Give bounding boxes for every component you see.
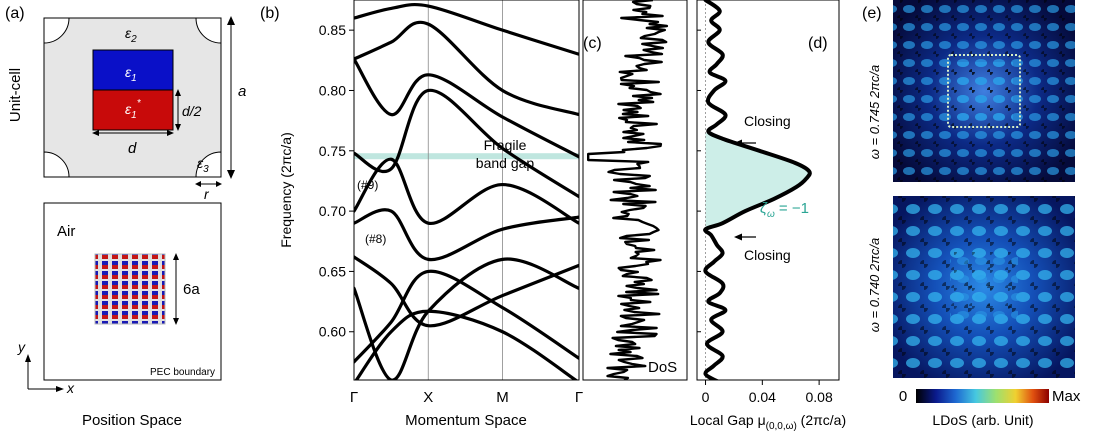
crystal-array [94,253,166,325]
panel-c: (c) DoS [582,0,688,381]
band-symmetry-lines [427,0,503,380]
dim-6a-label: 6a [183,281,200,298]
pec-boundary-label: PEC boundary [150,367,215,378]
unit-cell-diagram: ε2 ε1 ε1* ε3 a d/2 d r [43,16,246,202]
panel-a-label: (a) [5,5,25,22]
dim-r-arrows [195,181,222,187]
unit-cell-label: Unit-cell [7,68,24,122]
crystal-outline-top [947,54,1021,128]
axes-indicator: y x [17,339,75,396]
fragile-gap-band [354,153,579,160]
eps1-label: ε1 [125,64,137,84]
ldos-map-bottom [893,196,1075,378]
band-line [354,88,579,199]
axis-y-label: y [17,339,26,355]
dos-frame [582,0,688,381]
band-line [354,2,579,56]
dos-label: DoS [648,359,677,376]
corner-rod-top-left [43,17,70,44]
band-line [354,255,579,328]
band-line [354,157,579,225]
band-ylabel: Frequency (2πc/a) [278,132,294,247]
band-y-tick-label: 0.80 [319,82,346,98]
band-x-tick-label: Γ [350,389,358,406]
band-y-tick-label: 0.85 [319,22,346,38]
ldos-top-ylabel: ω = 0.745 2πc/a [867,65,882,159]
zeta-label: ζω = −1 [760,200,809,220]
local-gap-line [703,0,812,380]
dim-a-label: a [238,83,246,100]
local-gap-xlabel: Local Gap μ(0,0,ω) (2πc/a) [690,412,846,432]
band-line [354,57,579,159]
panel-b-label: (b) [260,5,280,22]
gap-frame [696,0,840,381]
local-gap-curve [703,0,812,380]
momentum-space-caption: Momentum Space [405,412,527,429]
panel-b: (b) Frequency (2πc/a) 0.600.650.700.750.… [260,0,583,429]
panel-e: (e) ω = 0.745 2πc/a ω = 0.740 2πc/a 0 Ma… [862,0,1081,428]
band-y-tick-label: 0.65 [319,263,346,279]
dim-r-label: r [204,186,210,202]
ldos-colorbar [916,389,1049,403]
dos-curve [587,0,669,380]
band-x-tick-label: Γ [575,389,583,406]
band-x-tick-label: X [423,389,433,406]
axis-x-label: x [66,380,75,396]
panel-e-label: (e) [862,5,882,22]
band-line [354,309,579,380]
fragile-gap-label-1: Fragile [484,137,527,153]
panel-d-label: (d) [808,35,828,52]
ldos-bottom-ylabel: ω = 0.740 2πc/a [867,238,882,332]
dim-d-half-label: d/2 [182,103,202,119]
eps1-star-label: ε1* [125,98,142,121]
band-8-label: (#8) [365,232,386,246]
colorbar-min-label: 0 [899,388,907,405]
gap-x-tick-label: 0.08 [805,389,832,405]
dim-d-label: d [128,140,137,157]
closing-top-label: Closing [744,113,791,129]
dos-line [587,0,669,380]
band-9-label: (#9) [357,178,378,192]
band-structure [354,2,579,380]
band-frame [353,0,580,381]
band-line [354,208,579,262]
position-space-caption: Position Space [82,412,182,429]
air-label: Air [57,223,75,240]
colorbar-max-label: Max [1052,388,1081,405]
band-y-tick-label: 0.75 [319,143,346,159]
band-y-tick-label: 0.70 [319,203,346,219]
corner-rod-bottom-right [195,151,222,178]
band-line [354,269,579,364]
ldos-caption: LDoS (arb. Unit) [932,412,1033,428]
position-space-diagram: Air 6a PEC boundary [43,202,222,381]
band-line [354,20,579,117]
closing-bottom-label: Closing [744,247,791,263]
eps1-block [92,49,174,91]
band-x-tick-label: M [496,389,509,406]
ldos-map-top [893,0,1075,182]
gap-y-ticks [697,29,701,333]
fragile-gap-label-2: band gap [476,155,535,171]
corner-rod-bottom-left [43,151,70,178]
gap-x-tick-label: 0.04 [749,389,776,405]
gap-x-tick-label: 0 [702,389,710,405]
band-y-tick-label: 0.60 [319,324,346,340]
corner-rod-top-right [195,17,222,44]
eps2-label: ε2 [125,25,137,45]
panel-d: 0 0.04 0.08 (d) Closing Closing ζω = −1 Lo… [690,0,846,432]
crystal-region-bottom [950,252,1018,320]
gap-shaded-region [705,132,810,230]
gap-x-ticks: 0 0.04 0.08 [702,380,833,405]
band-y-ticks: 0.60 0.65 0.70 0.75 0.80 0.85 [319,22,354,340]
panel-c-label: (c) [583,35,602,52]
eps1-star-block [92,89,174,131]
band-line [354,257,579,380]
panel-a: (a) Unit-cell ε2 ε1 ε1* ε3 a d/2 [5,5,246,429]
eps3-label: ε3 [197,155,209,175]
